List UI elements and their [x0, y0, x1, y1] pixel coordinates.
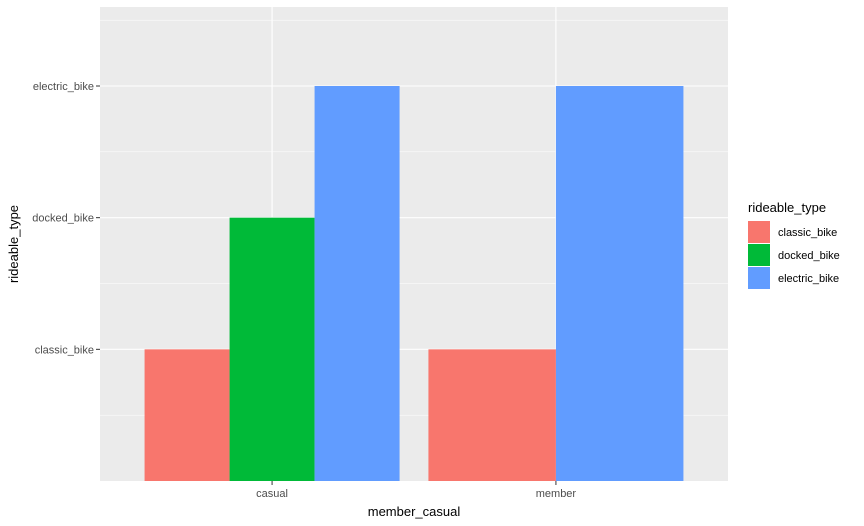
legend-label: electric_bike: [778, 273, 839, 285]
x-axis-ticks: casual member: [256, 481, 576, 500]
y-tick-label: docked_bike: [32, 213, 94, 225]
x-tick-label: member: [536, 488, 577, 500]
bar-classic_bike-casual: [144, 349, 230, 481]
y-tick-label: classic_bike: [35, 344, 94, 356]
legend-key-classic_bike: [748, 221, 770, 243]
legend-key-electric_bike: [748, 267, 770, 289]
bar-classic_bike-member: [428, 349, 556, 481]
bar-electric_bike-casual: [314, 86, 400, 481]
bar-electric_bike-member: [555, 86, 684, 481]
y-axis-ticks: classic_bike docked_bike electric_bike: [32, 81, 100, 356]
y-tick-label: electric_bike: [33, 81, 94, 93]
x-tick-label: casual: [256, 488, 288, 500]
legend-label: docked_bike: [778, 250, 840, 262]
x-axis-title: member_casual: [368, 504, 461, 519]
legend-label: classic_bike: [778, 227, 837, 239]
legend-title: rideable_type: [748, 200, 826, 215]
legend: rideable_type classic_bike docked_bikeele…: [748, 200, 840, 289]
y-axis-title: rideable_type: [6, 205, 21, 283]
bar-docked_bike-casual: [229, 217, 315, 481]
legend-key-docked_bike: [748, 244, 770, 266]
bars: [144, 86, 684, 481]
